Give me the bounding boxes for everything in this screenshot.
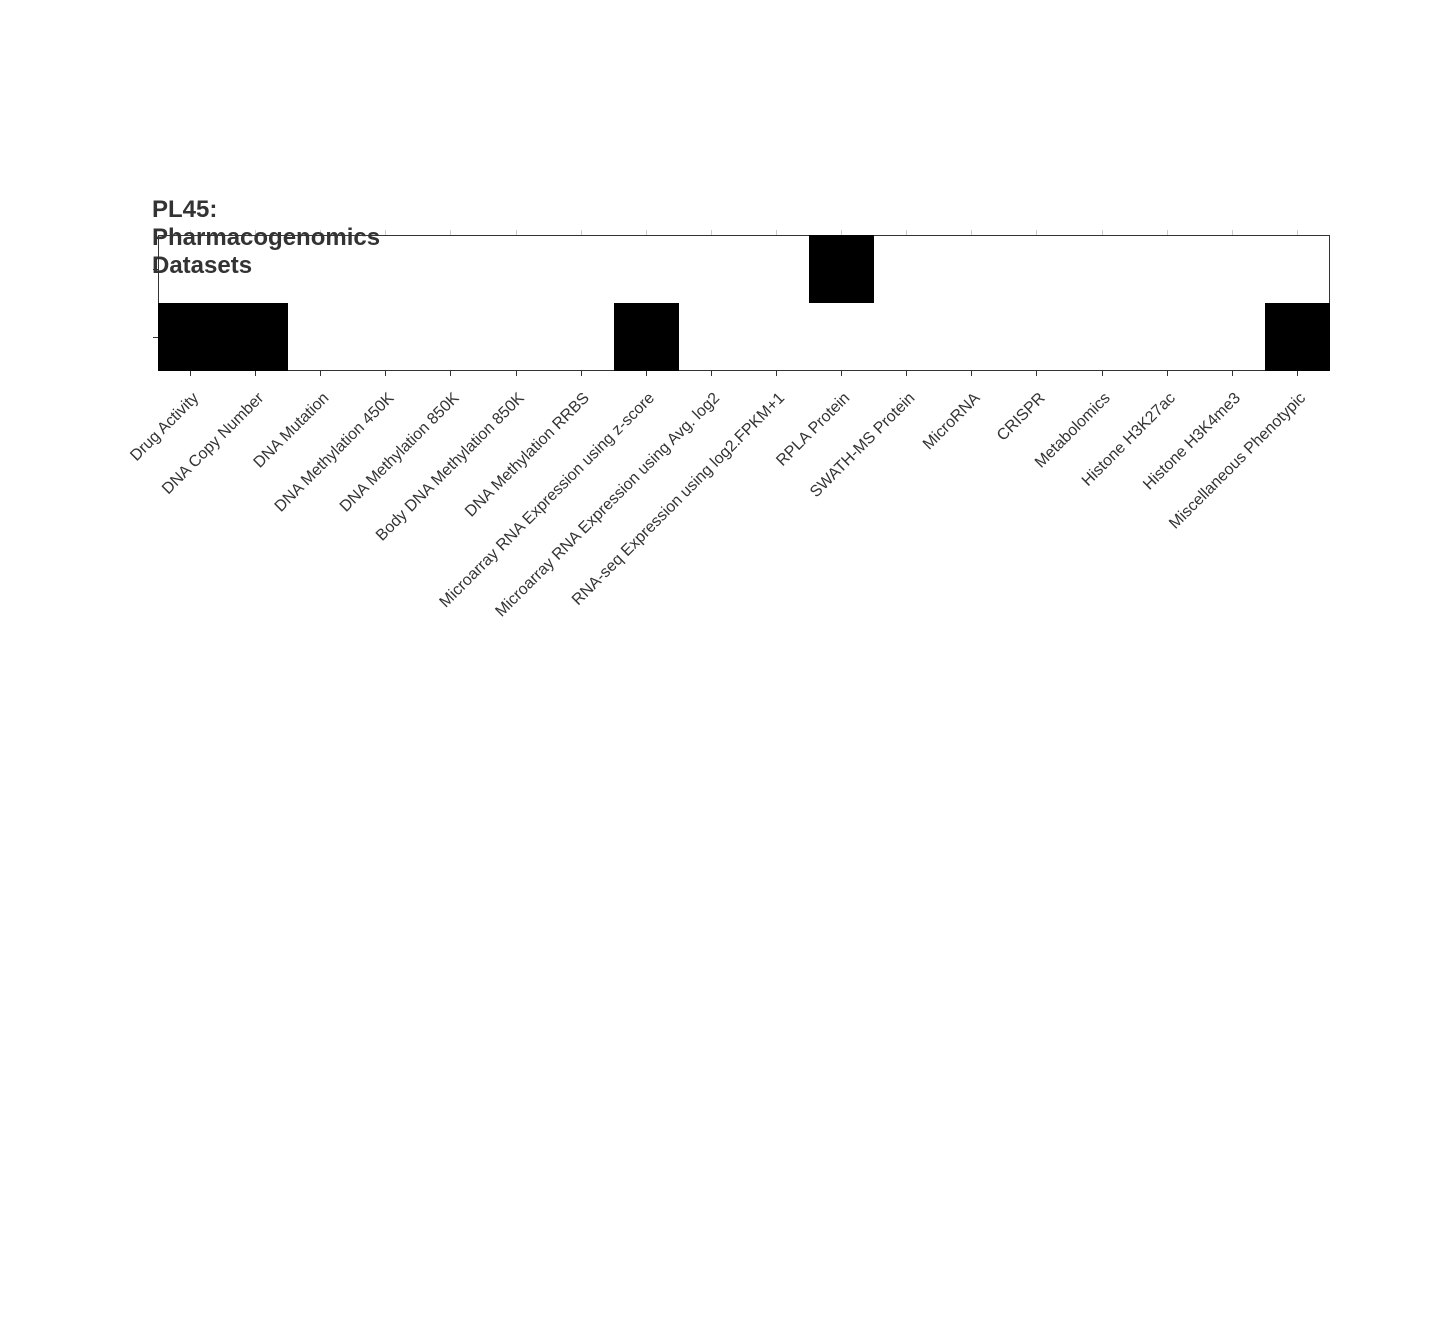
x-tick-top [581,230,582,235]
x-tick-top [450,230,451,235]
x-tick-top [1232,230,1233,235]
x-tick-top [906,230,907,235]
x-tick [1036,371,1037,376]
x-tick-top [1167,230,1168,235]
x-tick [841,371,842,376]
heatmap-cell [614,303,679,371]
x-tick-top [841,230,842,235]
x-tick [906,371,907,376]
x-tick [255,371,256,376]
y-tick [153,337,158,338]
x-tick [711,371,712,376]
x-tick-top [776,230,777,235]
x-tick [385,371,386,376]
x-tick [320,371,321,376]
plot-area [158,235,1330,371]
heatmap-cell [1265,303,1330,371]
x-tick-top [1036,230,1037,235]
x-tick [646,371,647,376]
x-axis-label: Metabolomics [318,390,1114,1186]
y-tick [153,269,158,270]
x-tick-top [255,230,256,235]
x-axis-label: DNA Methylation RRBS [166,390,594,818]
heatmap-cell [809,235,874,303]
x-tick-top [385,230,386,235]
x-tick-top [971,230,972,235]
x-tick-top [1297,230,1298,235]
heatmap-cell [158,303,223,371]
x-tick [971,371,972,376]
x-tick-top [1102,230,1103,235]
x-tick [450,371,451,376]
x-tick [1297,371,1298,376]
heatmap-cell [223,303,288,371]
x-tick-top [711,230,712,235]
x-tick-top [516,230,517,235]
x-axis-label: Histone H3K4me3 [356,390,1244,1278]
x-tick [1167,371,1168,376]
x-tick [1232,371,1233,376]
x-axis-label: RPLA Protein [242,390,854,1002]
x-axis-label: DNA Mutation [89,390,333,634]
x-tick [1102,371,1103,376]
x-tick [190,371,191,376]
x-tick-top [190,230,191,235]
x-tick [516,371,517,376]
x-tick [581,371,582,376]
x-tick [776,371,777,376]
x-tick-top [646,230,647,235]
x-tick-top [320,230,321,235]
